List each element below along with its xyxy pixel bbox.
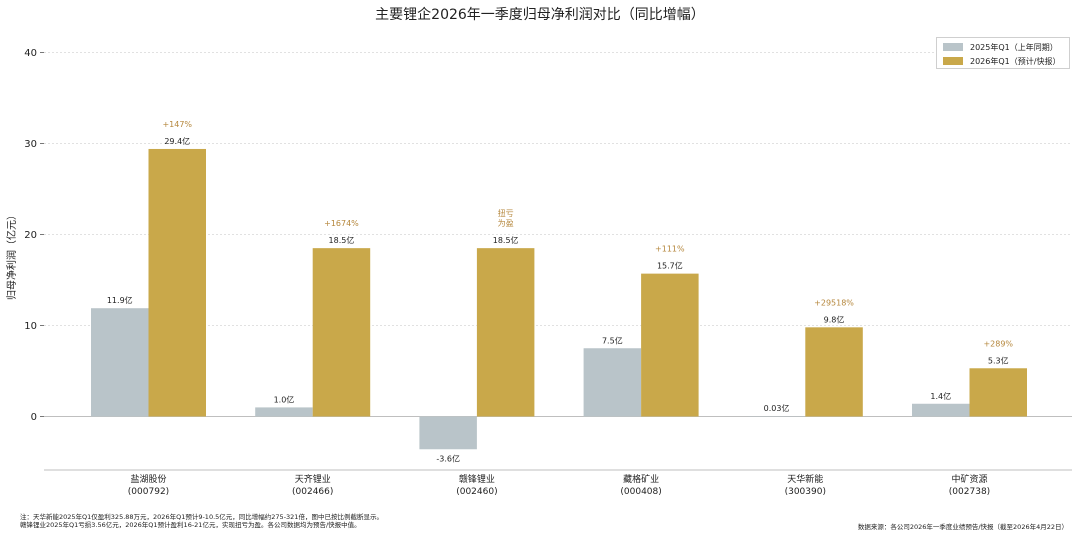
growth-annotation: +1674% — [324, 219, 359, 228]
category-label: 盐湖股份 — [130, 473, 166, 485]
growth-annotation: 扭亏 — [498, 208, 514, 218]
chart-title: 主要锂企2026年一季度归母净利润对比（同比增幅） — [375, 7, 705, 23]
category-code: (002460) — [456, 487, 497, 497]
value-label-2025q1: -3.6亿 — [436, 453, 460, 463]
value-label-2026q1: 15.7亿 — [657, 261, 683, 271]
category-code: (000792) — [128, 487, 169, 497]
bar-2026q1 — [476, 248, 535, 417]
category-code: (000408) — [620, 487, 661, 497]
legend-item-prev: 2025年Q1（上年同期） — [943, 40, 1063, 54]
value-label-2026q1: 9.8亿 — [824, 314, 845, 324]
legend: 2025年Q1（上年同期） 2026年Q1（预计/快报） — [936, 37, 1070, 69]
bar-2026q1 — [312, 248, 371, 417]
y-tick-label: 40 — [24, 48, 37, 59]
value-label-2026q1: 29.4亿 — [164, 136, 190, 146]
growth-annotation: +29518% — [814, 298, 854, 307]
value-label-2026q1: 18.5亿 — [493, 235, 519, 245]
value-label-2025q1: 0.03亿 — [764, 403, 790, 413]
category-label: 赣锋锂业 — [459, 473, 495, 485]
category-code: (002738) — [949, 487, 990, 497]
growth-annotation: +289% — [983, 339, 1013, 348]
category-label: 天齐锂业 — [295, 473, 331, 485]
growth-annotation: 为盈 — [498, 218, 514, 228]
y-tick-label: 30 — [24, 139, 37, 150]
footnote: 注：天华新能2025年Q1仅盈利325.88万元，2026年Q1预计9-10.5… — [20, 513, 383, 529]
legend-label-curr: 2026年Q1（预计/快报） — [970, 56, 1061, 66]
category-code: (300390) — [785, 487, 826, 497]
bar-2026q1 — [641, 273, 699, 417]
bar-2025q1 — [912, 403, 970, 417]
bar-2026q1 — [148, 148, 206, 417]
category-label: 中矿资源 — [951, 473, 987, 485]
footnote-line-2: 赣锋锂业2025年Q1亏损3.56亿元，2026年Q1预计盈利16-21亿元，实… — [20, 521, 361, 529]
value-label-2025q1: 11.9亿 — [107, 295, 133, 305]
grid-lines — [44, 52, 1072, 326]
category-label: 天华新能 — [787, 473, 823, 485]
value-label-2026q1: 5.3亿 — [988, 355, 1009, 365]
growth-annotation: +147% — [162, 120, 192, 129]
value-label-2025q1: 1.4亿 — [930, 391, 951, 401]
footnote-line-1: 注：天华新能2025年Q1仅盈利325.88万元，2026年Q1预计9-10.5… — [20, 513, 383, 521]
bar-2026q1 — [805, 327, 863, 417]
axes: 0 10 20 30 40 归母净利润（亿元） — [5, 48, 1072, 471]
growth-annotation: +111% — [655, 245, 685, 254]
legend-label-prev: 2025年Q1（上年同期） — [970, 42, 1058, 52]
bar-2025q1 — [419, 416, 477, 450]
category-code: (002466) — [292, 487, 333, 497]
legend-item-curr: 2026年Q1（预计/快报） — [943, 54, 1063, 68]
bar-2025q1 — [91, 308, 149, 417]
legend-swatch-curr — [943, 57, 963, 65]
value-label-2025q1: 7.5亿 — [602, 335, 623, 345]
bar-2026q1 — [969, 368, 1027, 417]
bars — [91, 148, 1027, 450]
value-label-2025q1: 1.0亿 — [274, 394, 295, 404]
y-axis-label: 归母净利润（亿元） — [5, 210, 18, 300]
category-label: 藏格矿业 — [623, 473, 659, 485]
y-tick-label: 10 — [24, 321, 37, 332]
value-label-2026q1: 18.5亿 — [329, 235, 355, 245]
labels: 11.9亿 29.4亿 +147% 盐湖股份 (000792) 1.0亿 18.5亿 +167… — [107, 120, 1014, 497]
y-tick-label: 0 — [31, 412, 37, 423]
legend-swatch-prev — [943, 43, 963, 51]
bar-2025q1 — [583, 348, 642, 417]
y-tick-label: 20 — [24, 230, 37, 241]
data-source: 数据来源：各公司2026年一季度业绩预告/快报（截至2026年4月22日） — [857, 523, 1068, 531]
bar-2025q1 — [255, 407, 313, 417]
